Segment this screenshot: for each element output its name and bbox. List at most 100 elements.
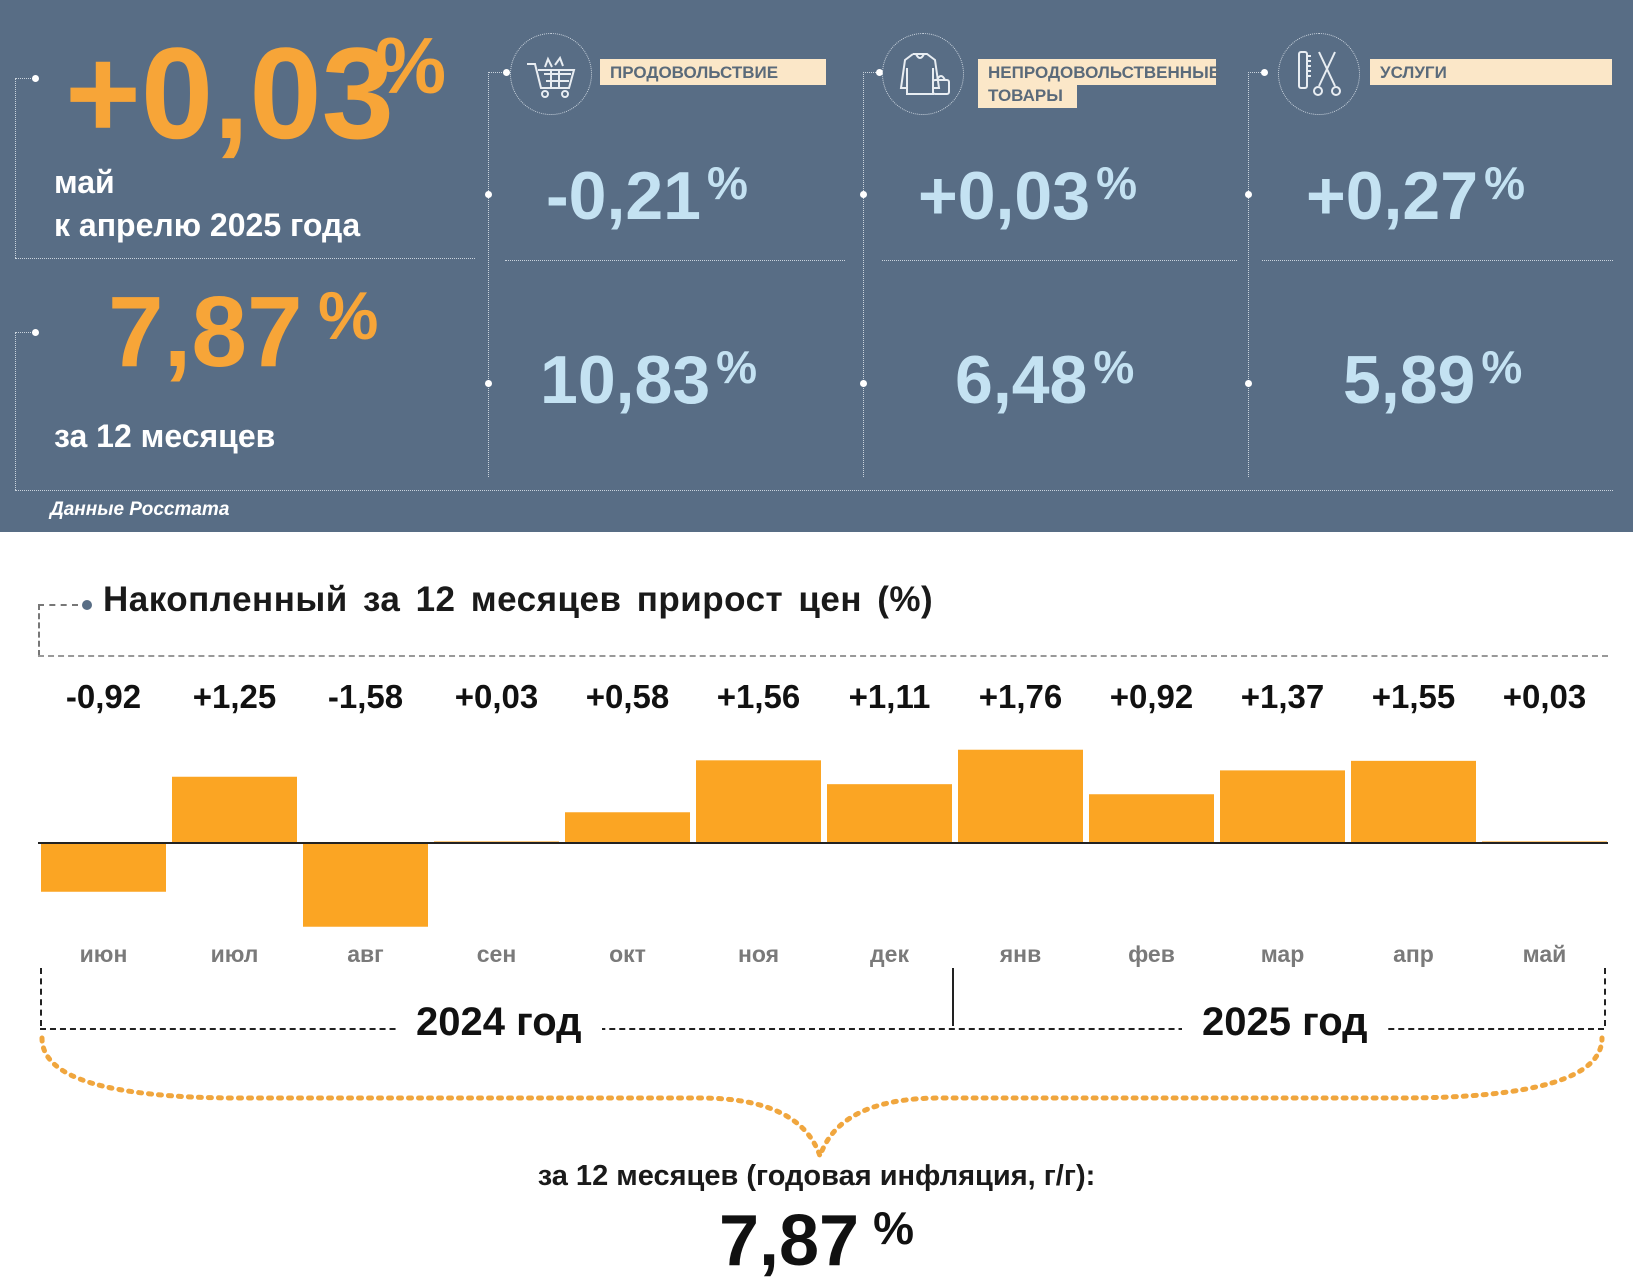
frame-line bbox=[15, 78, 16, 258]
frame-line bbox=[1248, 72, 1263, 73]
services-monthly-value: +0,27% bbox=[1306, 160, 1525, 230]
services-annual-number: 5,89 bbox=[1343, 342, 1476, 418]
chart-top-rule bbox=[38, 655, 1608, 657]
year-bracket-left bbox=[40, 968, 42, 1026]
bar-апр bbox=[1351, 760, 1476, 843]
services-annual-value: 5,89% bbox=[1343, 344, 1522, 414]
bar-июл bbox=[172, 776, 297, 843]
frame-line bbox=[15, 258, 475, 259]
chart-title: Накопленный за 12 месяцев прирост цен (%… bbox=[103, 580, 934, 619]
bullet-dot bbox=[485, 380, 492, 387]
bullet-dot bbox=[876, 69, 883, 76]
month-label-мар: мар bbox=[1261, 941, 1305, 967]
year-label-2024: 2024 год bbox=[396, 1000, 602, 1045]
bar-ноя bbox=[696, 760, 821, 843]
nonfood-annual-number: 6,48 bbox=[955, 342, 1088, 418]
bar-окт bbox=[565, 812, 690, 843]
category-label-food: ПРОДОВОЛЬСТВИЕ bbox=[600, 59, 826, 85]
food-annual-number: 10,83 bbox=[540, 342, 711, 418]
month-label-май: май bbox=[1523, 941, 1567, 967]
column-divider bbox=[863, 72, 864, 477]
value-label-ноя: +1,56 bbox=[717, 678, 801, 715]
summary-number: 7,87 bbox=[718, 1201, 860, 1281]
bullet-dot bbox=[1245, 191, 1252, 198]
frame-line bbox=[15, 332, 16, 490]
month-label-янв: янв bbox=[999, 941, 1041, 967]
bullet-dot bbox=[860, 380, 867, 387]
summary-panel: +0,03 % май к апрелю 2025 года 7,87 % за… bbox=[0, 0, 1633, 532]
summary-value: 7,87% bbox=[0, 1205, 1633, 1277]
value-label-мар: +1,37 bbox=[1241, 678, 1325, 715]
services-annual-unit: % bbox=[1481, 341, 1523, 393]
monthly-caption-line1: май bbox=[54, 164, 115, 200]
month-label-апр: апр bbox=[1393, 941, 1434, 967]
monthly-value: +0,03 bbox=[65, 20, 394, 166]
category-label-services: УСЛУГИ bbox=[1370, 59, 1612, 85]
year-divider bbox=[952, 968, 954, 1026]
food-annual-value: 10,83% bbox=[540, 344, 757, 414]
summary-brace bbox=[39, 1035, 1605, 1160]
nonfood-monthly-value: +0,03% bbox=[918, 160, 1137, 230]
year-label-2025: 2025 год bbox=[1182, 1000, 1388, 1045]
bar-авг bbox=[303, 843, 428, 927]
year-line bbox=[40, 1028, 1604, 1030]
summary-unit: % bbox=[873, 1202, 915, 1254]
value-label-июн: -0,92 bbox=[66, 678, 141, 715]
value-label-авг: -1,58 bbox=[328, 678, 403, 715]
food-monthly-unit: % bbox=[707, 157, 748, 209]
frame-line bbox=[15, 78, 35, 79]
frame-line bbox=[1262, 260, 1613, 261]
annual-caption: за 12 месяцев bbox=[54, 418, 276, 454]
year-bracket-right bbox=[1604, 968, 1606, 1026]
month-label-сен: сен bbox=[477, 941, 516, 967]
bullet-dot bbox=[32, 329, 39, 336]
value-label-янв: +1,76 bbox=[979, 678, 1063, 715]
frame-line bbox=[505, 260, 845, 261]
title-connector bbox=[38, 604, 40, 656]
food-monthly-number: -0,21 bbox=[546, 158, 701, 234]
bullet-dot bbox=[503, 69, 510, 76]
frame-line bbox=[488, 72, 506, 73]
nonfood-annual-value: 6,48% bbox=[955, 344, 1134, 414]
bullet-dot bbox=[32, 75, 39, 82]
month-label-июл: июл bbox=[211, 941, 259, 967]
source-note: Данные Росстата bbox=[50, 499, 230, 520]
bullet-dot bbox=[860, 191, 867, 198]
category-label-text: НЕПРОДОВОЛЬСТВЕННЫЕ bbox=[988, 63, 1221, 82]
bullet-dot bbox=[1245, 380, 1252, 387]
nonfood-annual-unit: % bbox=[1093, 341, 1135, 393]
bar-мар bbox=[1220, 770, 1345, 843]
bar-июн bbox=[41, 843, 166, 892]
value-label-окт: +0,58 bbox=[586, 678, 670, 715]
column-divider bbox=[1248, 72, 1249, 477]
bar-фев bbox=[1089, 794, 1214, 843]
category-label-nonfood: НЕПРОДОВОЛЬСТВЕННЫЕ bbox=[978, 59, 1220, 85]
month-label-дек: дек bbox=[870, 941, 909, 967]
bullet-dot bbox=[1261, 69, 1268, 76]
services-monthly-unit: % bbox=[1484, 157, 1525, 209]
value-label-сен: +0,03 bbox=[455, 678, 539, 715]
month-label-ноя: ноя bbox=[738, 941, 779, 967]
value-label-апр: +1,55 bbox=[1372, 678, 1456, 715]
category-label-text: ПРОДОВОЛЬСТВИЕ bbox=[610, 63, 779, 82]
month-label-авг: авг bbox=[347, 941, 384, 967]
food-monthly-value: -0,21% bbox=[546, 160, 748, 230]
month-label-окт: окт bbox=[609, 941, 646, 967]
title-bullet bbox=[82, 600, 92, 610]
clothes-icon bbox=[882, 33, 964, 115]
value-label-июл: +1,25 bbox=[193, 678, 277, 715]
scissors-comb-icon bbox=[1278, 33, 1360, 115]
category-label-nonfood-line2: ТОВАРЫ bbox=[978, 82, 1077, 108]
bar-янв bbox=[958, 749, 1083, 843]
nonfood-monthly-number: +0,03 bbox=[918, 158, 1091, 234]
frame-line bbox=[882, 260, 1237, 261]
food-annual-unit: % bbox=[716, 341, 758, 393]
title-connector bbox=[38, 604, 78, 606]
frame-line bbox=[15, 332, 35, 333]
shopping-cart-icon bbox=[510, 33, 592, 115]
annual-unit: % bbox=[318, 278, 379, 354]
month-label-июн: июн bbox=[80, 941, 128, 967]
value-label-май: +0,03 bbox=[1503, 678, 1587, 715]
monthly-unit: % bbox=[375, 21, 447, 110]
